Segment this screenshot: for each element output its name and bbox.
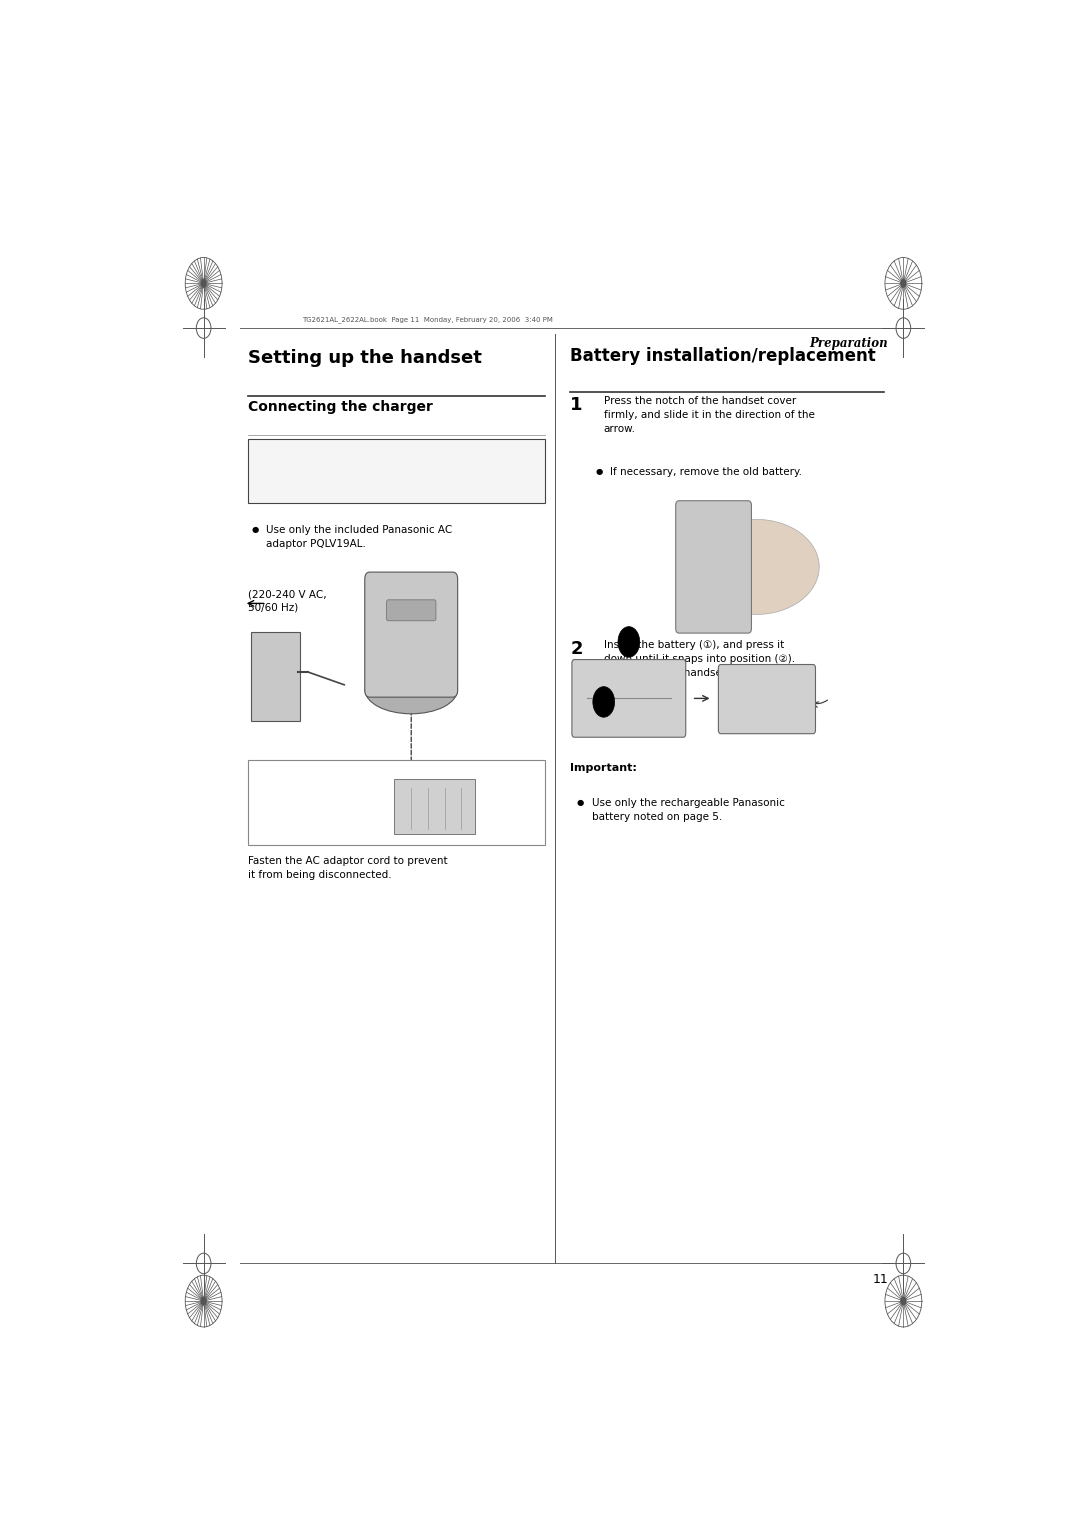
Text: Preparation: Preparation [810, 338, 889, 350]
Circle shape [618, 626, 639, 657]
Text: Press the notch of the handset cover
firmly, and slide it in the direction of th: Press the notch of the handset cover fir… [604, 396, 814, 434]
Text: Setting up the handset: Setting up the handset [248, 350, 482, 367]
FancyBboxPatch shape [676, 501, 752, 633]
Text: ●: ● [577, 799, 584, 807]
Text: (220-240 V AC,
50/60 Hz): (220-240 V AC, 50/60 Hz) [248, 590, 326, 613]
Text: Battery installation/replacement: Battery installation/replacement [570, 347, 876, 365]
Text: Bottom of the charger: Bottom of the charger [256, 767, 364, 776]
Circle shape [200, 278, 207, 287]
Text: 2: 2 [625, 637, 632, 646]
Text: TG2621AL_2622AL.book  Page 11  Monday, February 20, 2006  3:40 PM: TG2621AL_2622AL.book Page 11 Monday, Feb… [302, 316, 553, 324]
Circle shape [593, 686, 615, 717]
Circle shape [900, 1296, 907, 1306]
Text: Fasten the AC adaptor cord to prevent
it from being disconnected.: Fasten the AC adaptor cord to prevent it… [248, 856, 447, 880]
Ellipse shape [693, 520, 820, 614]
Text: Connecting the charger: Connecting the charger [248, 400, 433, 414]
Text: Insert the battery (①), and press it
down until it snaps into position (②).
Then: Insert the battery (①), and press it dow… [604, 640, 795, 677]
Text: 11: 11 [873, 1273, 889, 1287]
Text: ●: ● [595, 468, 603, 475]
Text: KX-TG2622: KX-TG2622 [255, 468, 312, 478]
FancyBboxPatch shape [387, 601, 436, 620]
FancyBboxPatch shape [393, 779, 475, 834]
FancyBboxPatch shape [248, 759, 545, 845]
FancyBboxPatch shape [718, 665, 815, 733]
Text: Hooks: Hooks [269, 804, 299, 813]
Circle shape [200, 1296, 207, 1306]
Circle shape [900, 278, 907, 287]
FancyBboxPatch shape [251, 631, 300, 721]
FancyBboxPatch shape [248, 439, 545, 503]
Text: Use only the rechargeable Panasonic
battery noted on page 5.: Use only the rechargeable Panasonic batt… [592, 799, 785, 822]
FancyBboxPatch shape [365, 571, 458, 697]
Text: 1: 1 [600, 697, 607, 706]
Text: Use only the included Panasonic AC
adaptor PQLV19AL.: Use only the included Panasonic AC adapt… [267, 524, 453, 549]
Text: Available model(s):: Available model(s): [255, 445, 368, 454]
Ellipse shape [365, 666, 457, 714]
Text: 1: 1 [570, 396, 583, 414]
Text: 2: 2 [570, 640, 583, 657]
Text: ●: ● [252, 524, 258, 533]
Text: Important:: Important: [570, 762, 637, 773]
FancyBboxPatch shape [572, 660, 686, 736]
Text: If necessary, remove the old battery.: If necessary, remove the old battery. [610, 468, 802, 477]
